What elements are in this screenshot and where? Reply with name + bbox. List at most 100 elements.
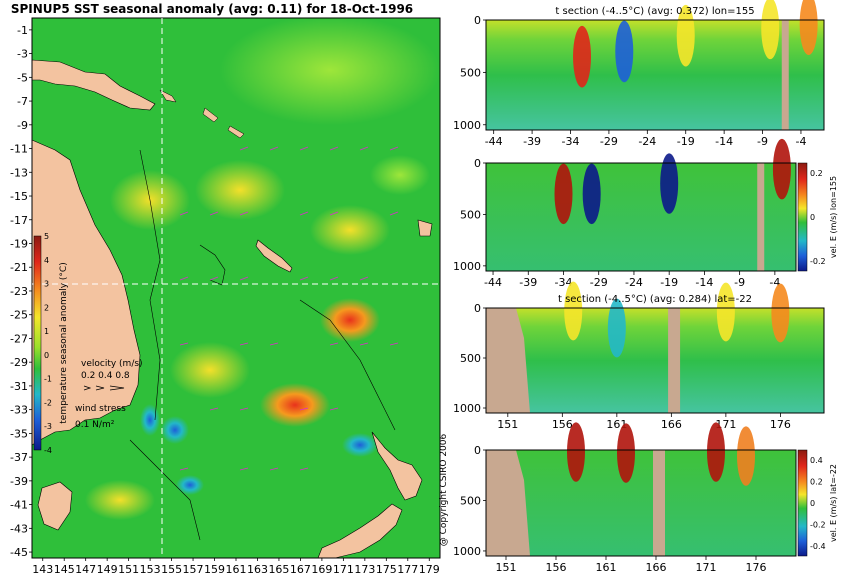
x-tick-label: -4	[769, 276, 780, 289]
vel-colorbar	[797, 162, 808, 272]
land-mask-coast	[486, 308, 530, 413]
lon-tick-label: 145	[54, 563, 75, 576]
vel-colorbar-tick: 0.2	[810, 169, 823, 178]
map-anomaly-blobs	[85, 15, 440, 520]
colorbar-label: temperature seasonal anomaly (°C)	[59, 262, 69, 423]
y-tick-label: 1000	[453, 119, 481, 132]
x-tick-label: -29	[600, 135, 618, 148]
vel-colorbar-tick: -0.4	[810, 542, 826, 551]
anomaly-cool-core	[615, 20, 634, 83]
y-tick-label: 0	[474, 157, 481, 170]
map-vector-legend: velocity (m/s) 0.2 0.4 0.8 wind stress 0…	[75, 359, 143, 430]
lat-tick-label: -31	[10, 380, 28, 393]
velocity-arrows	[179, 146, 399, 471]
vel-colorbar-tick: 0	[810, 499, 815, 508]
wind-stress-label: wind stress	[75, 404, 126, 414]
lon-tick-label: 159	[204, 563, 225, 576]
lon-tick-label: 175	[376, 563, 397, 576]
panel-title: t section (-4..5°C) (avg: 0.284) lat=-22	[558, 294, 752, 305]
map-lat-axis: -1 -3 -5 -7 -9 -11 -13 -15 -17 -19 -21 -23 -25 -27 -29…	[10, 24, 32, 559]
anomaly-eastward	[772, 138, 791, 200]
x-tick-label: -9	[734, 276, 745, 289]
y-tick-label: 500	[460, 352, 481, 365]
anomaly-warm	[716, 282, 735, 342]
lat-tick-label: -27	[10, 332, 28, 345]
velocity-scale-arrows	[83, 385, 125, 391]
colorbar-tick-label: 1	[44, 327, 49, 336]
lat-tick-label: -21	[10, 261, 28, 274]
lon-tick-label: 179	[419, 563, 440, 576]
x-tick-label: -24	[625, 276, 643, 289]
y-tick-label: 0	[474, 444, 481, 457]
anomaly-cool	[607, 298, 626, 358]
lat-tick-label: -39	[10, 475, 28, 488]
copyright: @ Copyright CSIRO 2006	[439, 434, 449, 547]
x-tick-label: -14	[715, 135, 733, 148]
anomaly-eastward	[617, 423, 635, 483]
lon-tick-label: 149	[97, 563, 118, 576]
x-tick-label: 166	[646, 561, 667, 574]
x-tick-label: 156	[552, 418, 573, 431]
land-tasmania	[37, 481, 73, 531]
x-tick-label: -44	[484, 276, 502, 289]
land-mask	[781, 20, 789, 130]
land-new-guinea	[31, 59, 156, 111]
lon-tick-label: 147	[75, 563, 96, 576]
x-tick-label: -29	[590, 276, 608, 289]
land-australia	[31, 139, 141, 446]
lon-tick-label: 167	[290, 563, 311, 576]
land-new-caledonia	[255, 239, 293, 273]
lon-tick-label: 165	[268, 563, 289, 576]
anomaly-warm	[761, 0, 780, 60]
land-mask-coast	[486, 450, 530, 556]
x-tick-label: -19	[677, 135, 695, 148]
map-colorbar: 5 4 3 2 1 0 -1 -2 -3 -4 temperature seasonal anom…	[33, 232, 69, 455]
land-fiji	[417, 219, 433, 237]
x-tick-label: -44	[485, 135, 503, 148]
x-tick-label: -39	[523, 135, 541, 148]
anomaly-warm-core	[573, 25, 592, 88]
colorbar-tick-label: -3	[44, 422, 52, 431]
lat-tick-label: -41	[10, 499, 28, 512]
land-new-zealand-north	[371, 431, 423, 501]
vel-colorbar-label: vel. E (m/s) lat=-22	[829, 464, 838, 542]
lat-tick-label: -45	[10, 546, 28, 559]
x-tick-label: 151	[496, 561, 517, 574]
lat-tick-label: -9	[17, 119, 28, 132]
lon-tick-label: 177	[397, 563, 418, 576]
colorbar-tick-label: -2	[44, 398, 52, 407]
y-tick-label: 0	[474, 14, 481, 27]
x-tick-label: -24	[638, 135, 656, 148]
lat-tick-label: -29	[10, 356, 28, 369]
panel-background	[486, 308, 824, 413]
vel-colorbar-tick: -0.2	[810, 257, 826, 266]
wind-stress-value: 0.1 N/m²	[75, 420, 115, 430]
panel-vel_E_lat-22: 151 156 161 166 171 176 0 500 1000 0.4 0.2 0 -0.2 -0.…	[453, 422, 838, 574]
x-tick-label: -39	[519, 276, 537, 289]
lat-tick-label: -1	[17, 24, 28, 37]
x-tick-label: -14	[695, 276, 713, 289]
lat-tick-label: -19	[10, 237, 28, 250]
lat-tick-label: -43	[10, 522, 28, 535]
x-tick-label: 151	[497, 418, 518, 431]
colorbar-tick-label: 3	[44, 280, 49, 289]
bathymetry-contours	[129, 149, 396, 541]
colorbar-tick-label: 5	[44, 232, 49, 241]
x-tick-label: 176	[746, 561, 767, 574]
panel-frame	[485, 449, 797, 557]
velocity-ticks: 0.2 0.4 0.8	[81, 371, 130, 381]
anomaly-westward	[582, 163, 601, 225]
map-plot	[31, 15, 441, 559]
lon-tick-label: 151	[118, 563, 139, 576]
panel-background	[486, 163, 796, 271]
vel-colorbar-tick: 0.2	[810, 478, 823, 487]
lat-tick-label: -25	[10, 309, 28, 322]
lon-tick-label: 153	[140, 563, 161, 576]
land-solomon-islands	[159, 89, 245, 139]
colorbar-gradient	[33, 235, 42, 451]
colorbar-ticks: 5 4 3 2 1 0 -1 -2 -3 -4	[44, 232, 52, 455]
lat-tick-label: -35	[10, 427, 28, 440]
x-tick-label: -4	[795, 135, 806, 148]
y-tick-label: 500	[460, 494, 481, 507]
colorbar-tick-label: 0	[44, 351, 49, 360]
